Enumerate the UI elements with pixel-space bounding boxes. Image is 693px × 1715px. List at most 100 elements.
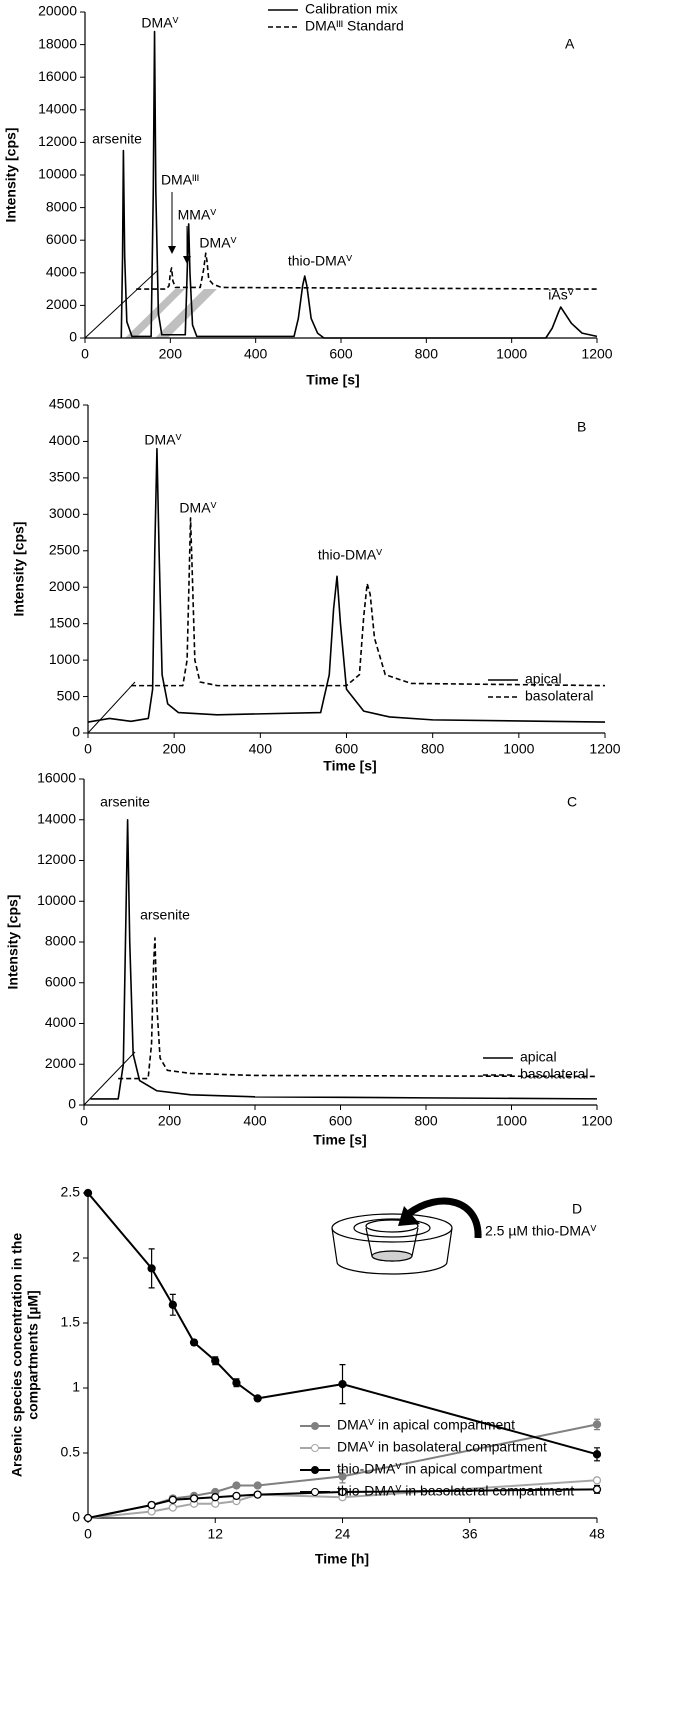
annotation: arsenite — [140, 907, 190, 923]
y-axis-title: Intensity [cps] — [11, 522, 27, 617]
x-tick-label: 36 — [462, 1526, 478, 1542]
point — [232, 1491, 241, 1501]
point — [211, 1493, 220, 1502]
y-tick-label: 16000 — [38, 68, 77, 84]
point — [147, 1264, 156, 1273]
y-tick-label: 0.5 — [61, 1444, 81, 1460]
x-tick-label: 1200 — [581, 346, 612, 362]
series-line — [131, 517, 606, 687]
point — [83, 1188, 93, 1198]
annotation: DMAᴵᴵᴵ — [161, 172, 199, 188]
y-tick-label: 10000 — [38, 166, 77, 182]
y-tick-label: 3500 — [49, 469, 80, 485]
x-tick-label: 12 — [207, 1526, 223, 1542]
point — [168, 1503, 177, 1512]
y-tick-label: 4000 — [45, 1014, 76, 1030]
point — [253, 1490, 262, 1499]
y-tick-label: 4000 — [49, 432, 80, 448]
point — [592, 1420, 602, 1429]
legend-marker — [311, 1488, 319, 1496]
series-line — [136, 252, 598, 290]
x-tick-label: 1200 — [589, 741, 620, 757]
arrow-head — [398, 1206, 420, 1226]
x-tick-label: 600 — [329, 346, 353, 362]
annotation: DMAⱽ — [179, 500, 216, 516]
y-tick-label: 6000 — [45, 973, 76, 989]
point — [338, 1379, 347, 1389]
y-tick-label: 0 — [72, 1509, 80, 1525]
annotation: thio-DMAⱽ — [318, 547, 382, 563]
point — [338, 1472, 347, 1481]
y-tick-label: 8000 — [46, 198, 77, 214]
x-axis-title: Time [h] — [315, 1551, 369, 1567]
x-axis-title: Time [s] — [306, 372, 359, 388]
panel-letter: A — [565, 36, 575, 52]
x-tick-label: 48 — [589, 1526, 605, 1542]
y-tick-label: 4000 — [46, 264, 77, 280]
point — [592, 1485, 602, 1494]
annotation: arsenite — [100, 794, 150, 810]
y-tick-label: 2.5 — [61, 1184, 81, 1200]
y-axis-title: compartments [µM] — [25, 1290, 41, 1419]
annotation: MMAⱽ — [178, 207, 217, 223]
point — [168, 1300, 177, 1309]
legend-label: basolateral — [520, 1066, 589, 1082]
y-tick-label: 500 — [57, 687, 81, 703]
arrow-head — [168, 246, 176, 254]
point — [189, 1338, 199, 1347]
legend-label: DMAⱽ in apical compartment — [337, 1417, 515, 1433]
x-tick-label: 600 — [329, 1113, 353, 1129]
legend-label: thio-DMAⱽ in apical compartment — [337, 1461, 542, 1477]
y-axis-title: Arsenic species concentration in the — [9, 1233, 25, 1478]
x-tick-label: 800 — [415, 346, 439, 362]
legend-marker — [311, 1422, 319, 1430]
y-tick-label: 2 — [72, 1249, 80, 1265]
curved-arrow — [405, 1197, 482, 1239]
y-tick-label: 3000 — [49, 505, 80, 521]
x-axis-title: Time [s] — [323, 758, 376, 774]
series-line — [120, 30, 598, 339]
point — [211, 1356, 220, 1365]
y-tick-label: 10000 — [37, 892, 76, 908]
x-tick-label: 1200 — [581, 1113, 612, 1129]
legend-label: basolateral — [525, 688, 594, 704]
point — [232, 1378, 241, 1387]
x-tick-label: 200 — [159, 346, 183, 362]
x-tick-label: 0 — [84, 1526, 92, 1542]
legend-marker — [311, 1444, 319, 1452]
y-tick-label: 1000 — [49, 651, 80, 667]
y-tick-label: 12000 — [37, 851, 76, 867]
x-tick-label: 400 — [244, 346, 268, 362]
x-tick-label: 600 — [335, 741, 359, 757]
point — [253, 1394, 262, 1403]
x-axis-title: Time [s] — [313, 1132, 366, 1148]
x-tick-label: 1000 — [503, 741, 534, 757]
y-tick-label: 6000 — [46, 231, 77, 247]
point — [592, 1476, 602, 1485]
point — [147, 1500, 156, 1510]
series-line — [118, 937, 598, 1080]
series-line — [90, 818, 598, 1100]
legend-label: DMAᴵᴵᴵ Standard — [305, 18, 404, 34]
y-tick-label: 0 — [72, 724, 80, 740]
transwell-icon — [331, 1213, 453, 1275]
x-tick-label: 1000 — [496, 1113, 527, 1129]
annotation: thio-DMAⱽ — [288, 253, 352, 269]
y-tick-label: 0 — [69, 329, 77, 345]
x-tick-label: 0 — [81, 346, 89, 362]
x-tick-label: 200 — [162, 741, 186, 757]
annotation: iAsⱽ — [548, 287, 573, 303]
y-tick-label: 16000 — [37, 770, 76, 786]
y-tick-label: 1500 — [49, 614, 80, 630]
x-tick-label: 200 — [158, 1113, 182, 1129]
y-axis-title: Intensity [cps] — [3, 128, 19, 223]
annotation: arsenite — [92, 131, 142, 147]
legend-label: apical — [525, 671, 562, 687]
offset-line — [87, 681, 136, 734]
panel-letter: D — [572, 1201, 582, 1217]
y-tick-label: 2500 — [49, 541, 80, 557]
point — [83, 1513, 93, 1523]
legend-marker — [311, 1466, 319, 1474]
annotation: DMAⱽ — [144, 432, 181, 448]
